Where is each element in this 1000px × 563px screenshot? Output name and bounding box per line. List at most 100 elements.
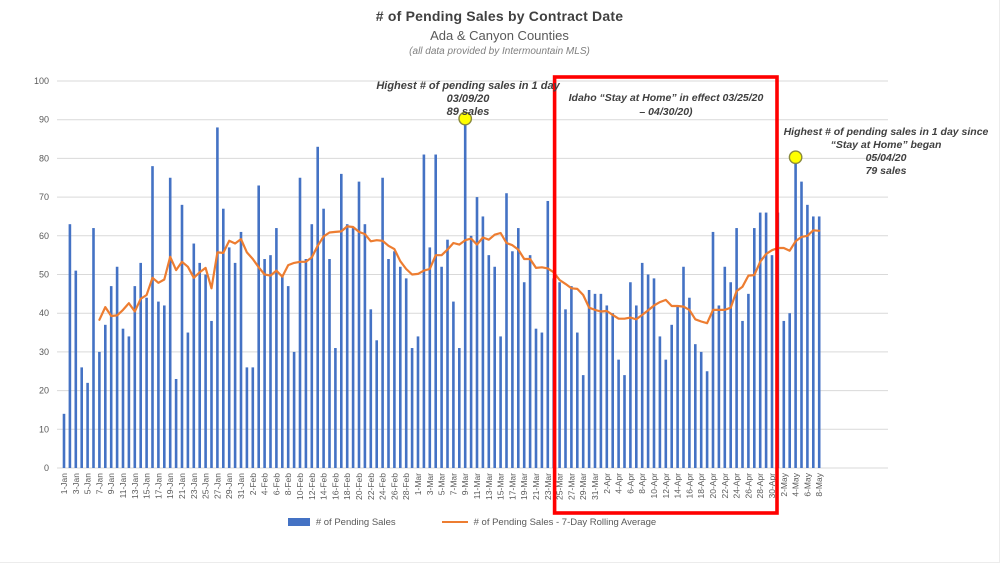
bar (145, 297, 148, 468)
bar (817, 216, 821, 468)
x-axis-tick-label: 27-Mar (566, 473, 576, 500)
bar (487, 255, 491, 468)
bar (794, 162, 797, 468)
line-swatch-icon (441, 521, 468, 523)
annotation-line: Idaho “Stay at Home” in effect 03/25/20 (568, 92, 764, 104)
legend-item-rolling-average: # of Pending Sales - 7-Day Rolling Avera… (441, 517, 656, 528)
bar (127, 336, 131, 468)
bar (741, 320, 744, 468)
bar (316, 146, 319, 469)
annotation-stay-at-home: Idaho “Stay at Home” in effect 03/25/20 … (561, 91, 771, 119)
bar (251, 367, 255, 468)
peak-marker-icon (458, 111, 473, 126)
bar (62, 413, 66, 468)
bar (410, 348, 414, 468)
bar (652, 278, 656, 468)
x-axis-tick-label: 26-Feb (389, 473, 399, 500)
bar (210, 320, 213, 468)
bar (658, 336, 662, 468)
chart-title: # of Pending Sales by Contract Date (375, 8, 624, 24)
bar (723, 266, 727, 468)
bar (121, 328, 125, 468)
y-axis-tick-label: 60 (39, 231, 49, 241)
bar (635, 305, 638, 468)
bar (782, 320, 786, 468)
bar (351, 228, 355, 468)
rolling-average-line (98, 225, 821, 325)
x-axis-tick-label: 7-Mar (448, 473, 458, 495)
bar (458, 348, 461, 468)
bar (115, 266, 119, 468)
bar (611, 313, 614, 468)
bar (576, 332, 579, 468)
bar (682, 266, 685, 468)
bar (640, 262, 644, 468)
bar (292, 351, 296, 468)
y-axis-tick-label: 100 (34, 76, 49, 86)
x-axis-tick-label: 22-Apr (720, 473, 730, 499)
bar (570, 286, 573, 468)
x-axis-tick-label: 25-Jan (201, 473, 211, 499)
x-axis-tick-label: 18-Apr (696, 473, 706, 499)
x-axis-tick-label: 3-Mar (425, 473, 435, 495)
bar (281, 274, 284, 468)
x-axis-tick-label: 9-Mar (460, 473, 470, 495)
x-axis-tick-label: 2-Apr (602, 473, 612, 494)
x-axis-tick-label: 19-Mar (519, 473, 529, 500)
y-axis-tick-label: 0 (44, 463, 49, 473)
x-axis-tick-label: 28-Apr (755, 473, 765, 499)
x-axis-tick-label: 4-Apr (614, 473, 624, 494)
bar (676, 305, 679, 468)
x-axis-tick-label: 22-Feb (366, 473, 376, 500)
bar (263, 259, 266, 468)
bar (345, 224, 349, 468)
x-axis-tick-label: 24-Apr (732, 473, 742, 499)
bar (770, 255, 774, 468)
x-axis-tick-label: 23-Mar (543, 473, 553, 500)
bar (393, 251, 396, 468)
bar (806, 204, 809, 468)
bar (440, 266, 443, 468)
y-axis-tick-label: 10 (39, 424, 49, 434)
x-axis-tick-label: 5-Mar (437, 473, 447, 495)
annotation-line: Highest # of pending sales in 1 day sinc… (783, 126, 989, 138)
x-axis-tick-label: 16-Feb (330, 473, 340, 500)
bar (139, 262, 142, 468)
x-axis-tick-label: 25-Mar (555, 473, 565, 500)
y-axis-tick-label: 80 (39, 153, 49, 163)
bar (623, 375, 626, 468)
bar (711, 231, 715, 468)
bar (375, 340, 378, 468)
x-axis-tick-label: 29-Jan (224, 473, 234, 499)
bar (629, 282, 632, 468)
bar (198, 262, 201, 468)
x-axis-tick-label: 13-Mar (484, 473, 494, 500)
x-axis-tick-label: 8-Feb (283, 473, 293, 495)
bar (788, 313, 791, 468)
y-axis-tick-label: 50 (39, 270, 49, 280)
annotation-line: – 04/30/20) (639, 106, 693, 118)
bar (670, 324, 673, 468)
bar (227, 247, 231, 468)
bar (546, 200, 550, 468)
bar (133, 286, 137, 468)
bar (328, 259, 331, 468)
bar (104, 324, 107, 468)
x-axis-tick-label: 12-Feb (307, 473, 317, 500)
bar (646, 274, 650, 468)
bar (499, 336, 502, 468)
x-axis-tick-label: 15-Jan (142, 473, 152, 499)
chart-subtitle: Ada & Canyon Counties (430, 27, 569, 43)
bar (68, 224, 72, 468)
x-axis-tick-label: 30-Apr (767, 473, 777, 499)
bar (528, 255, 532, 468)
bar (522, 282, 526, 468)
bar (168, 177, 172, 468)
bar (511, 251, 514, 468)
bar (381, 177, 384, 468)
bar (735, 228, 738, 468)
x-axis-tick-label: 15-Mar (496, 473, 506, 500)
x-axis-tick-label: 1-Mar (413, 473, 423, 495)
annotation-line: 03/09/20 (446, 93, 490, 105)
